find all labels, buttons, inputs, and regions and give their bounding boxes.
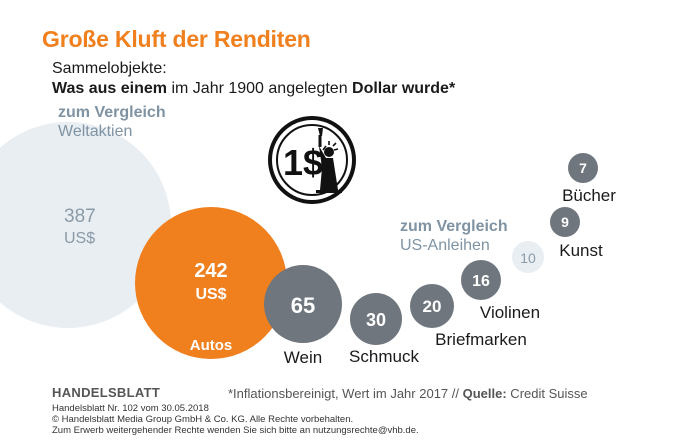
footer-source: Credit Suisse — [506, 386, 588, 401]
bubble-kunst — [550, 207, 580, 237]
footer-note: *Inflationsbereinigt, Wert im Jahr 2017 … — [228, 386, 588, 401]
bubble-schmuck — [350, 293, 402, 345]
bubble-wein — [264, 265, 342, 343]
chart-subtitle-line2: Was aus einem im Jahr 1900 angelegten Do… — [52, 80, 455, 98]
dollar-liberty-logo-icon: 1$ — [268, 116, 356, 204]
subtitle-regular: im Jahr 1900 angelegten — [167, 80, 353, 97]
comparison-bonds-label: US-Anleihen — [400, 237, 490, 254]
value-autos: 242 — [194, 260, 227, 282]
footer-rights: Zum Erwerb weitergehender Rechte wenden … — [52, 425, 419, 436]
footer-source-label: Quelle: — [462, 386, 507, 401]
value-violinen: 16 — [472, 273, 490, 290]
bubble-briefmarken — [410, 284, 454, 328]
chart-title: Große Kluft der Renditen — [42, 26, 311, 52]
label-autos: Autos — [190, 337, 233, 354]
bubble-violinen — [461, 260, 501, 300]
unit-autos: US$ — [195, 286, 226, 303]
label-kunst: Kunst — [559, 241, 603, 260]
bubble-us-anleihen — [512, 241, 544, 273]
comparison-stocks-label: Weltaktien — [58, 123, 133, 140]
bubble-autos — [135, 207, 287, 359]
footer-copyright: © Handelsblatt Media Group GmbH & Co. KG… — [52, 414, 354, 425]
value-us-anleihen: 10 — [520, 250, 536, 266]
label-wein: Wein — [284, 348, 322, 367]
value-kunst: 9 — [561, 214, 569, 230]
value-schmuck: 30 — [366, 310, 386, 330]
comparison-bonds-heading: zum Vergleich — [400, 218, 508, 235]
subtitle-bold-1: Was aus einem — [52, 80, 168, 97]
logo-text: 1$ — [283, 142, 323, 183]
value-wein: 65 — [291, 293, 315, 318]
label-violinen: Violinen — [480, 303, 540, 322]
footer-note-text: *Inflationsbereinigt, Wert im Jahr 2017 … — [228, 386, 463, 401]
label-briefmarken: Briefmarken — [435, 330, 527, 349]
bubble-buecher — [568, 153, 598, 183]
label-schmuck: Schmuck — [349, 347, 419, 366]
chart-subtitle-line1: Sammelobjekte: — [52, 60, 167, 77]
unit-weltaktien: US$ — [64, 230, 95, 247]
bubble-weltaktien — [0, 122, 171, 328]
value-weltaktien: 387 — [64, 206, 96, 227]
value-buecher: 7 — [579, 160, 587, 176]
subtitle-bold-2: Dollar wurde* — [352, 80, 456, 97]
label-buecher: Bücher — [562, 186, 616, 205]
comparison-stocks-heading: zum Vergleich — [58, 104, 166, 121]
footer-brand: HANDELSBLATT — [52, 385, 161, 400]
value-briefmarken: 20 — [423, 297, 442, 316]
footer-issue: Handelsblatt Nr. 102 vom 30.05.2018 — [52, 403, 209, 414]
